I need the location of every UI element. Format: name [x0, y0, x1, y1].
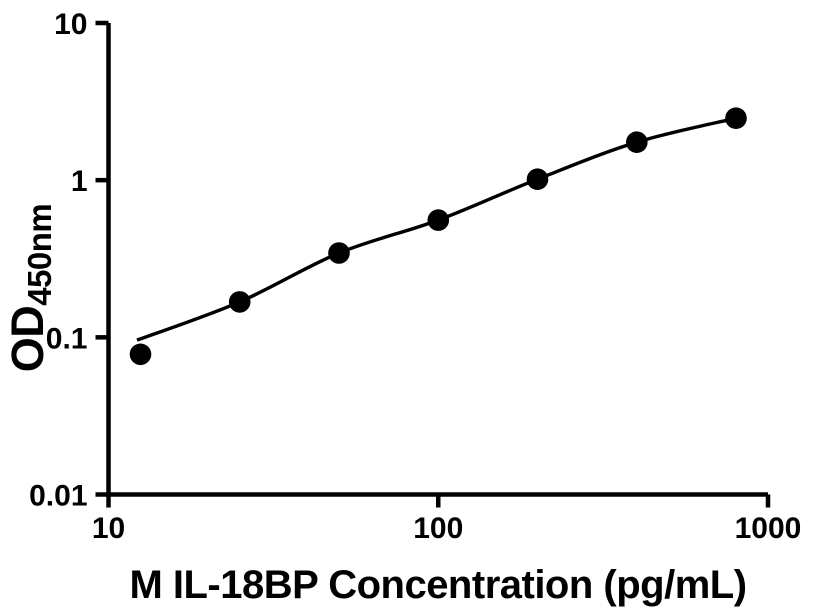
data-point — [427, 209, 450, 231]
x-tick-label: 10 — [92, 512, 125, 545]
x-tick-label: 100 — [413, 512, 463, 545]
y-axis-title: OD450nm — [2, 204, 58, 373]
y-axis-title-subscript: 450nm — [21, 204, 58, 306]
data-point — [228, 291, 251, 313]
data-point — [526, 168, 549, 190]
x-tick-label: 1000 — [735, 512, 802, 545]
y-tick-label: 10 — [54, 8, 87, 41]
y-tick-label: 1 — [71, 165, 88, 198]
data-point — [725, 107, 747, 129]
x-axis-title: M IL-18BP Concentration (pg/mL) — [129, 563, 746, 607]
y-tick-label: 0.1 — [46, 322, 88, 355]
data-point — [129, 343, 152, 366]
data-point — [626, 131, 648, 153]
axes-spines — [106, 23, 768, 497]
y-tick-label: 0.01 — [29, 480, 87, 513]
data-point — [328, 242, 350, 264]
y-axis-title-base: OD — [2, 306, 53, 373]
